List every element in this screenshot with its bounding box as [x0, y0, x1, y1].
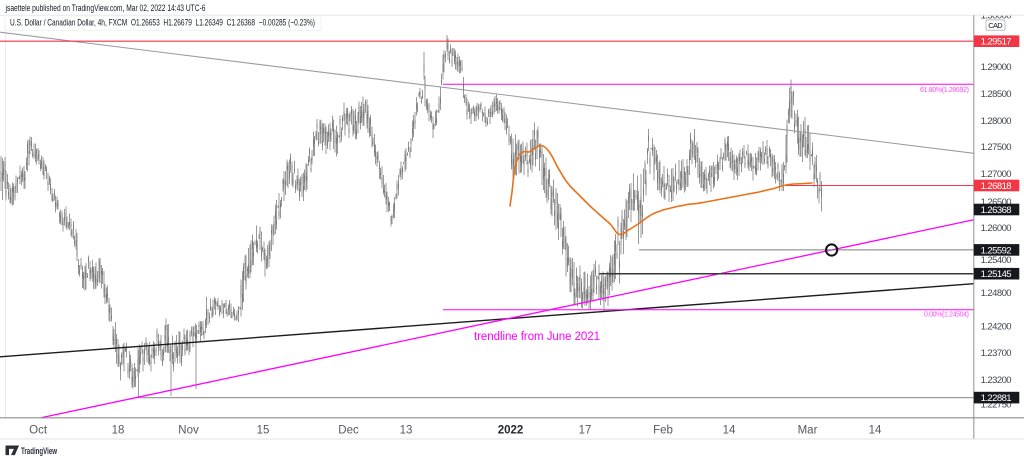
svg-text:TradingView: TradingView: [21, 446, 58, 456]
svg-text:Nov: Nov: [178, 424, 199, 436]
svg-text:1.30000: 1.30000: [981, 11, 1012, 22]
svg-text:Mar: Mar: [798, 424, 818, 436]
svg-text:61.80%(1.28692): 61.80%(1.28692): [920, 87, 969, 94]
svg-text:13: 13: [400, 424, 413, 436]
svg-text:1.24800: 1.24800: [981, 288, 1012, 299]
svg-text:1.28000: 1.28000: [981, 116, 1012, 127]
svg-text:1.22750: 1.22750: [981, 399, 1012, 410]
svg-text:Feb: Feb: [653, 424, 673, 436]
svg-text:1.27000: 1.27000: [981, 169, 1012, 180]
svg-text:1.29000: 1.29000: [981, 62, 1012, 73]
svg-text:18: 18: [112, 424, 125, 436]
svg-text:1.29517: 1.29517: [981, 37, 1012, 48]
svg-text:1.23200: 1.23200: [981, 375, 1012, 386]
svg-text:17: 17: [579, 424, 592, 436]
svg-text:1.25592: 1.25592: [981, 245, 1012, 256]
svg-text:14: 14: [869, 424, 882, 436]
svg-text:1.22881: 1.22881: [981, 393, 1012, 404]
svg-text:CAD: CAD: [988, 21, 1003, 30]
svg-text:trendline from June 2021: trendline from June 2021: [474, 331, 600, 343]
svg-text:jsaettele published on Trading: jsaettele published on TradingView.com, …: [5, 3, 206, 13]
svg-text:15: 15: [257, 424, 270, 436]
svg-text:1.27500: 1.27500: [981, 142, 1012, 153]
svg-text:1.24200: 1.24200: [981, 321, 1012, 332]
svg-text:1.25400: 1.25400: [981, 255, 1012, 266]
svg-text:1.26818: 1.26818: [981, 181, 1012, 192]
svg-text:1.23700: 1.23700: [981, 348, 1012, 359]
svg-text:1.26368: 1.26368: [981, 205, 1012, 216]
svg-text:Dec: Dec: [338, 424, 359, 436]
svg-text:1.28500: 1.28500: [981, 89, 1012, 100]
svg-text:14: 14: [723, 424, 736, 436]
svg-text:1.26000: 1.26000: [981, 223, 1012, 234]
svg-text:2022: 2022: [498, 424, 524, 436]
svg-text:U.S. Dollar / Canadian Dollar,: U.S. Dollar / Canadian Dollar, 4h, FXCM …: [10, 17, 315, 27]
svg-text:0.00%(1.24504): 0.00%(1.24504): [924, 311, 969, 318]
svg-text:1.26500: 1.26500: [981, 197, 1012, 208]
svg-text:Oct: Oct: [29, 424, 48, 436]
svg-text:1.25145: 1.25145: [981, 269, 1012, 280]
